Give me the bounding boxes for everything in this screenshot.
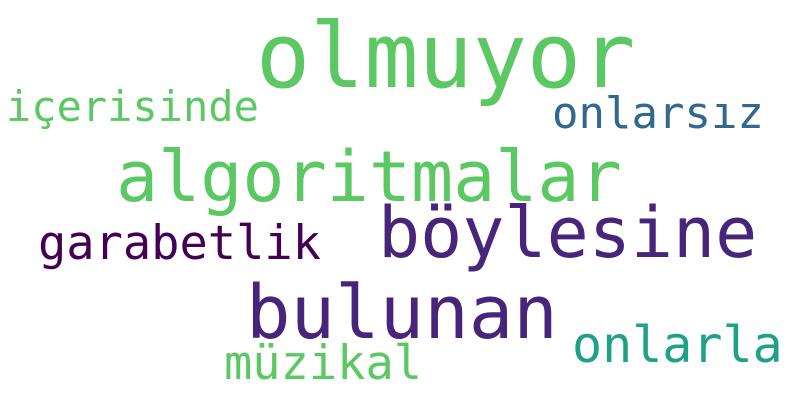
word-onlarsiz: onlarsız [552, 88, 764, 139]
word-icerisinde: içerisinde [6, 82, 259, 131]
word-boylesine: böylesine [378, 192, 758, 274]
word-bulunan: bulunan [246, 270, 558, 356]
word-algoritmalar: algoritmalar [116, 136, 622, 218]
word-garabetlik: garabetlik [38, 216, 321, 271]
word-onlarla: onlarla [572, 316, 783, 374]
word-muzikal: müzikal [224, 336, 423, 391]
word-olmuyor: olmuyor [256, 4, 636, 109]
